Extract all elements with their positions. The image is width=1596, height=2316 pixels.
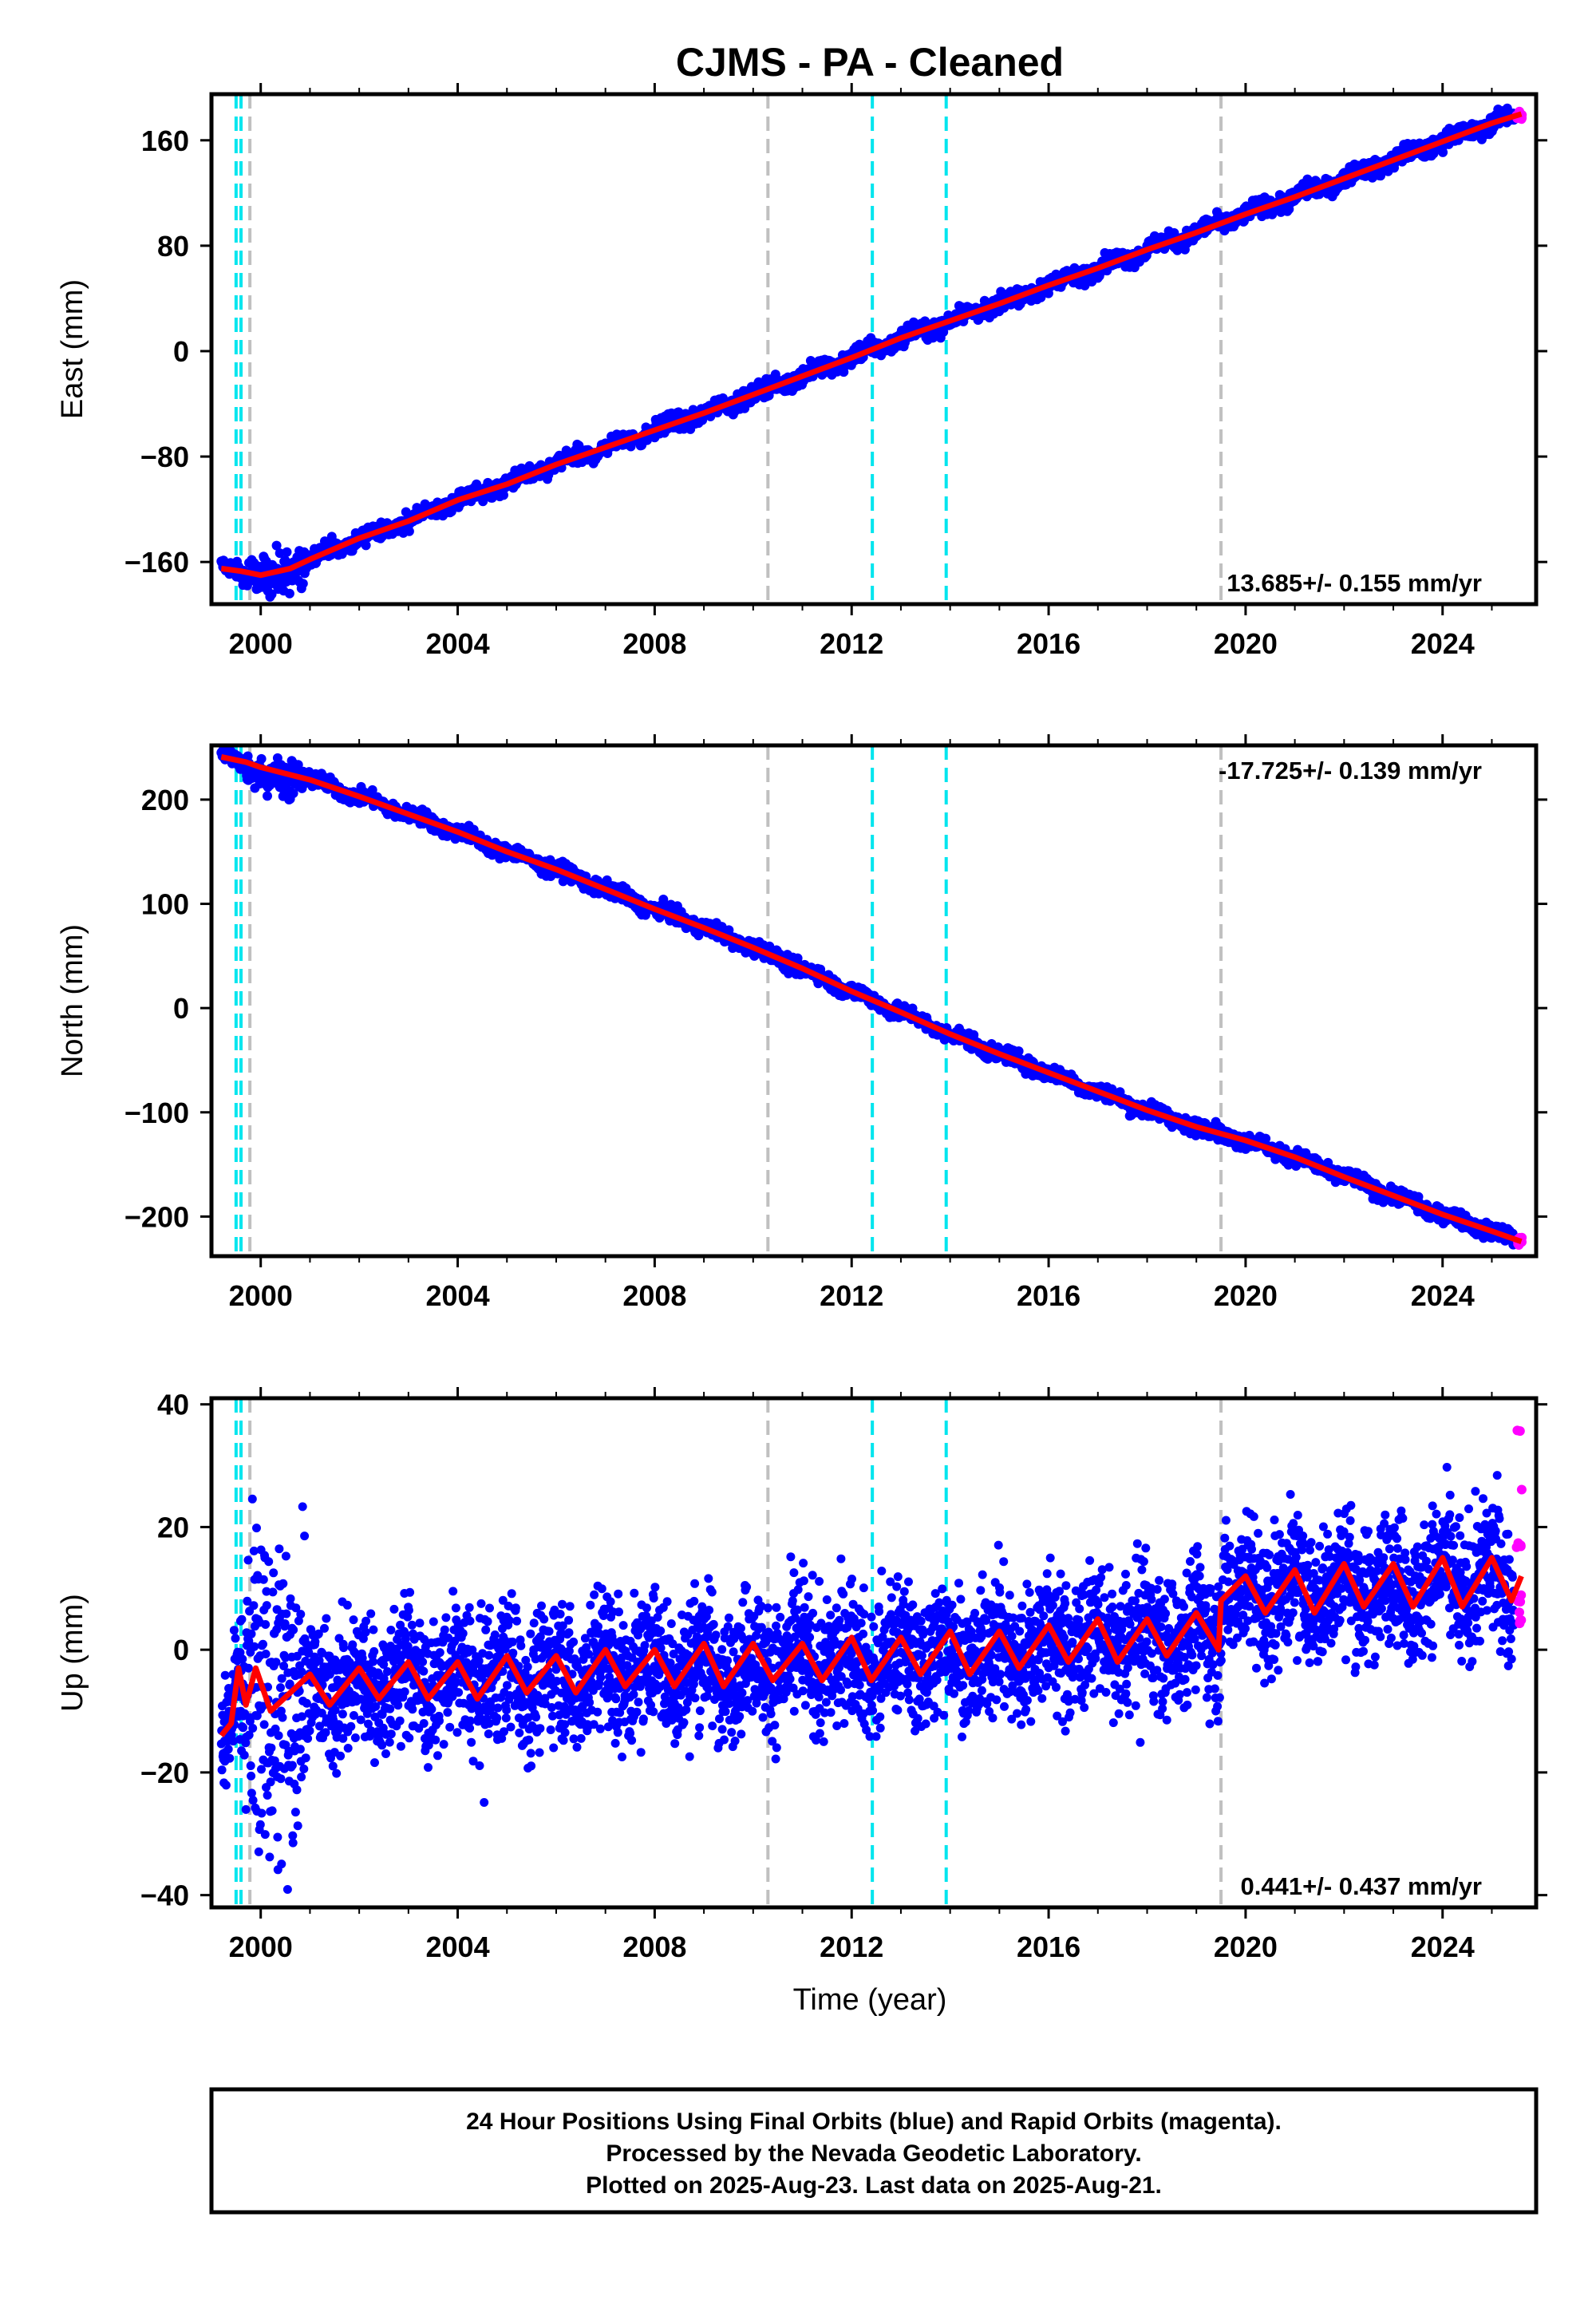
final-orbit-point — [499, 490, 508, 500]
y-tick-label: 0 — [173, 335, 189, 368]
model-trend-line-north — [220, 753, 1523, 1245]
final-orbit-point — [263, 791, 272, 801]
figure-title: CJMS - PA - Cleaned — [676, 40, 1064, 85]
x-tick-label: 2000 — [229, 1279, 293, 1312]
final-orbit-point — [298, 579, 308, 589]
y-tick-label: 160 — [141, 124, 189, 157]
final-orbit-point — [361, 540, 371, 551]
plot-area-north — [216, 745, 1527, 1256]
final-orbit-point — [256, 753, 267, 764]
rate-annotation-east: 13.685+/- 0.155 mm/yr — [1227, 569, 1482, 597]
y-tick-label: 100 — [141, 888, 189, 921]
model-trend-line-east — [220, 111, 1523, 579]
y-tick-label: 80 — [157, 230, 189, 263]
y-tick-label: 200 — [141, 784, 189, 816]
x-tick-label: 2024 — [1411, 1279, 1475, 1312]
final-orbit-point — [282, 547, 292, 557]
plot-frame-east — [209, 92, 1539, 607]
final-orbit-point — [288, 788, 298, 798]
final-orbit-point — [1438, 147, 1448, 157]
final-orbit-point — [928, 333, 938, 343]
panel-up: 2000 2004 2008 2012 2016 2020 2024−40−2002040U… — [56, 1387, 1547, 1963]
x-tick-label: 2004 — [426, 627, 490, 660]
panels-group: 2000 2004 2008 2012 2016 2020 2024−160−8008016… — [56, 83, 1547, 1963]
final-orbit-point — [284, 588, 294, 599]
x-tick-label: 2000 — [229, 627, 293, 660]
final-orbit-point — [404, 526, 414, 536]
panel-east: 2000 2004 2008 2012 2016 2020 2024 −160 −80 0 80 16… — [56, 83, 1547, 660]
final-orbit-point — [271, 540, 282, 551]
final-orbit-point — [367, 785, 377, 795]
x-tick-label: 2020 — [1214, 627, 1278, 660]
x-tick-label: 2004 — [426, 1279, 490, 1312]
final-orbit-point — [267, 589, 277, 599]
final-orbit-point — [293, 760, 303, 770]
x-tick-label: 2012 — [820, 627, 883, 660]
y-tick-label: −80 — [140, 441, 189, 473]
y-axis-label-east: East (mm) — [56, 279, 89, 419]
plot-area-east — [216, 94, 1527, 604]
rate-annotation-north: -17.725+/- 0.139 mm/yr — [1219, 757, 1482, 785]
panel-north: 2000 2004 2008 2012 2016 2020 2024 −200 −100 0 100… — [56, 734, 1547, 1312]
final-orbit-point — [658, 895, 669, 904]
y-tick-label: −160 — [124, 546, 189, 579]
x-tick-label: 2016 — [1017, 627, 1080, 660]
final-orbit-point — [275, 548, 285, 559]
x-tick-label: 2016 — [1017, 1279, 1080, 1312]
plot-frame-north — [209, 743, 1539, 1259]
y-tick-label: −100 — [124, 1097, 189, 1129]
y-axis-label-north: North (mm) — [56, 924, 89, 1077]
x-tick-label: 2008 — [622, 1279, 686, 1312]
y-tick-label: −200 — [124, 1200, 189, 1233]
final-orbit-point — [1261, 1133, 1271, 1144]
final-orbit-point — [1013, 1046, 1024, 1057]
x-tick-label: 2024 — [1411, 627, 1475, 660]
y-tick-label: 0 — [173, 992, 189, 1025]
x-tick-label: 2020 — [1214, 1279, 1278, 1312]
x-tick-label: 2012 — [820, 1279, 883, 1312]
x-tick-label: 2008 — [622, 627, 686, 660]
